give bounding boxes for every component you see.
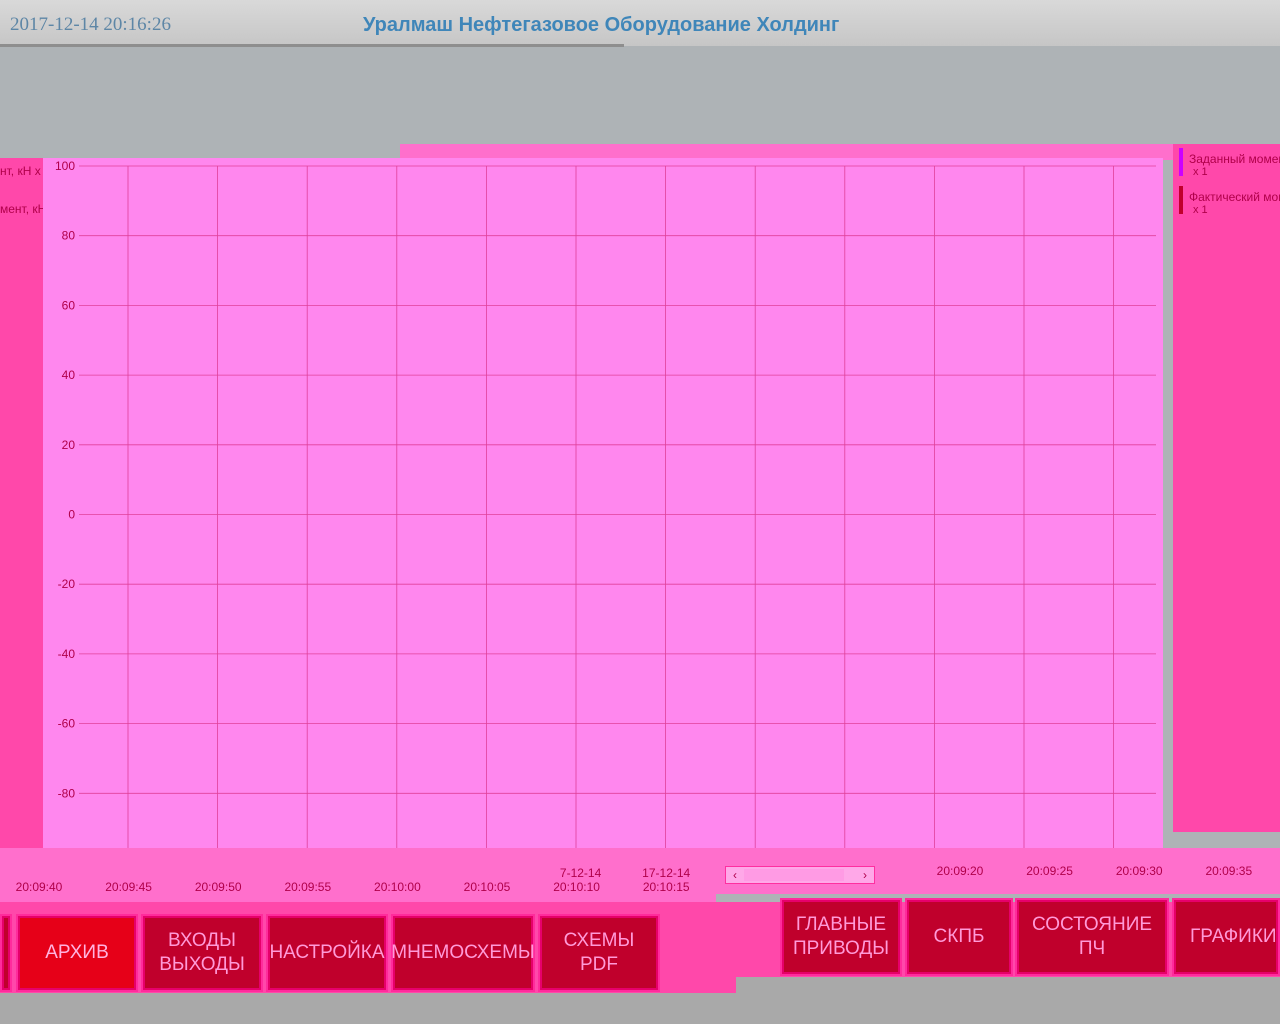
legend-swatch-setpoint: [1179, 148, 1183, 176]
chart-svg: 100 80 60 40 20 0 -20 -40 -60 -80: [55, 159, 1156, 848]
x-tick-label: 20:09:25: [1026, 864, 1073, 878]
legend-swatch-actual: [1179, 186, 1183, 214]
x-date-label: 7-12-14: [560, 866, 602, 880]
nav-button-settings[interactable]: НАСТРОЙКА: [266, 914, 388, 992]
chart-top-frame: [400, 144, 1173, 160]
current-datetime: 2017-12-14 20:16:26: [10, 14, 171, 35]
y-tick-label: -40: [58, 647, 76, 661]
x-tick-label: 20:09:35: [1205, 864, 1252, 878]
bottom-grey-strip: [0, 993, 1280, 1024]
bottom-grey-strip-right: [736, 977, 1280, 993]
header-divider: [0, 44, 624, 47]
chart-plot-area[interactable]: 100 80 60 40 20 0 -20 -40 -60 -80: [43, 158, 1163, 848]
x-tick-label: 20:09:30: [1116, 864, 1163, 878]
nav-button-mnemo[interactable]: МНЕМОСХЕМЫ: [391, 914, 535, 992]
scroll-left-icon[interactable]: ‹: [733, 868, 737, 882]
legend-scale-actual: x 1: [1193, 204, 1208, 216]
x-tick-label: 20:09:45: [105, 880, 152, 894]
nav-button-hidden-left[interactable]: [0, 914, 12, 992]
y-tick-label: -20: [58, 577, 76, 591]
x-tick-label: 20:09:55: [284, 880, 331, 894]
nav-button-archive[interactable]: АРХИВ: [16, 914, 138, 992]
y-tick-label: 60: [62, 298, 76, 312]
x-date-label: 17-12-14: [642, 866, 690, 880]
scroll-right-icon[interactable]: ›: [863, 868, 867, 882]
legend-scale-setpoint: x 1: [1193, 166, 1208, 178]
x-tick-label: 20:09:40: [16, 880, 63, 894]
legend-panel: Заданный момент x 1 Фактический момент x…: [1173, 144, 1280, 832]
x-tick-label: 20:10:00: [374, 880, 421, 894]
time-axis-left-svg: 20:09:40 20:09:45 20:09:50 20:09:55 20:10:00…: [16, 866, 691, 894]
x-tick-label: 20:09:50: [195, 880, 242, 894]
top-grey-area: [0, 47, 1280, 145]
x-tick-label: 20:10:15: [643, 880, 690, 894]
time-axis-right-svg: 20:09:20 20:09:25 20:09:30 20:09:35: [937, 864, 1253, 878]
nav-button-vfd-state[interactable]: СОСТОЯНИЕ ПЧ: [1015, 898, 1169, 976]
x-tick-label: 20:10:10: [553, 880, 600, 894]
y-tick-label: 80: [62, 229, 76, 243]
time-axis-left: 20:09:40 20:09:45 20:09:50 20:09:55 20:10:00…: [0, 862, 716, 902]
y-tick-label: 40: [62, 368, 76, 382]
company-title: Уралмаш Нефтегазовое Оборудование Холдин…: [363, 14, 840, 36]
nav-button-schemes-pdf[interactable]: СХЕМЫ PDF: [538, 914, 660, 992]
left-axis-label-1: нт, кН х: [0, 164, 41, 178]
y-tick-label: -60: [58, 717, 76, 731]
y-tick-label: -80: [58, 786, 76, 800]
nav-button-io[interactable]: ВХОДЫ ВЫХОДЫ: [141, 914, 263, 992]
nav-button-skpb[interactable]: СКПБ: [905, 898, 1013, 976]
y-tick-label: 20: [62, 438, 76, 452]
legend-name-actual: Фактический момент: [1189, 190, 1280, 204]
nav-button-graphs[interactable]: ГРАФИКИ: [1172, 898, 1280, 976]
chart-scrollbar[interactable]: ‹ ›: [725, 866, 875, 884]
legend-name-setpoint: Заданный момент: [1189, 152, 1280, 166]
header-bar: [0, 0, 1280, 46]
x-tick-label: 20:09:20: [937, 864, 984, 878]
left-axis-panel: нт, кН х мент, кН: [0, 158, 43, 848]
scroll-thumb[interactable]: [744, 869, 844, 881]
x-tick-label: 20:10:05: [464, 880, 511, 894]
y-tick-label: 0: [68, 508, 75, 522]
y-tick-label: 100: [55, 159, 75, 173]
left-axis-label-2: мент, кН: [0, 202, 43, 216]
nav-button-main-drives[interactable]: ГЛАВНЫЕ ПРИВОДЫ: [780, 898, 902, 976]
